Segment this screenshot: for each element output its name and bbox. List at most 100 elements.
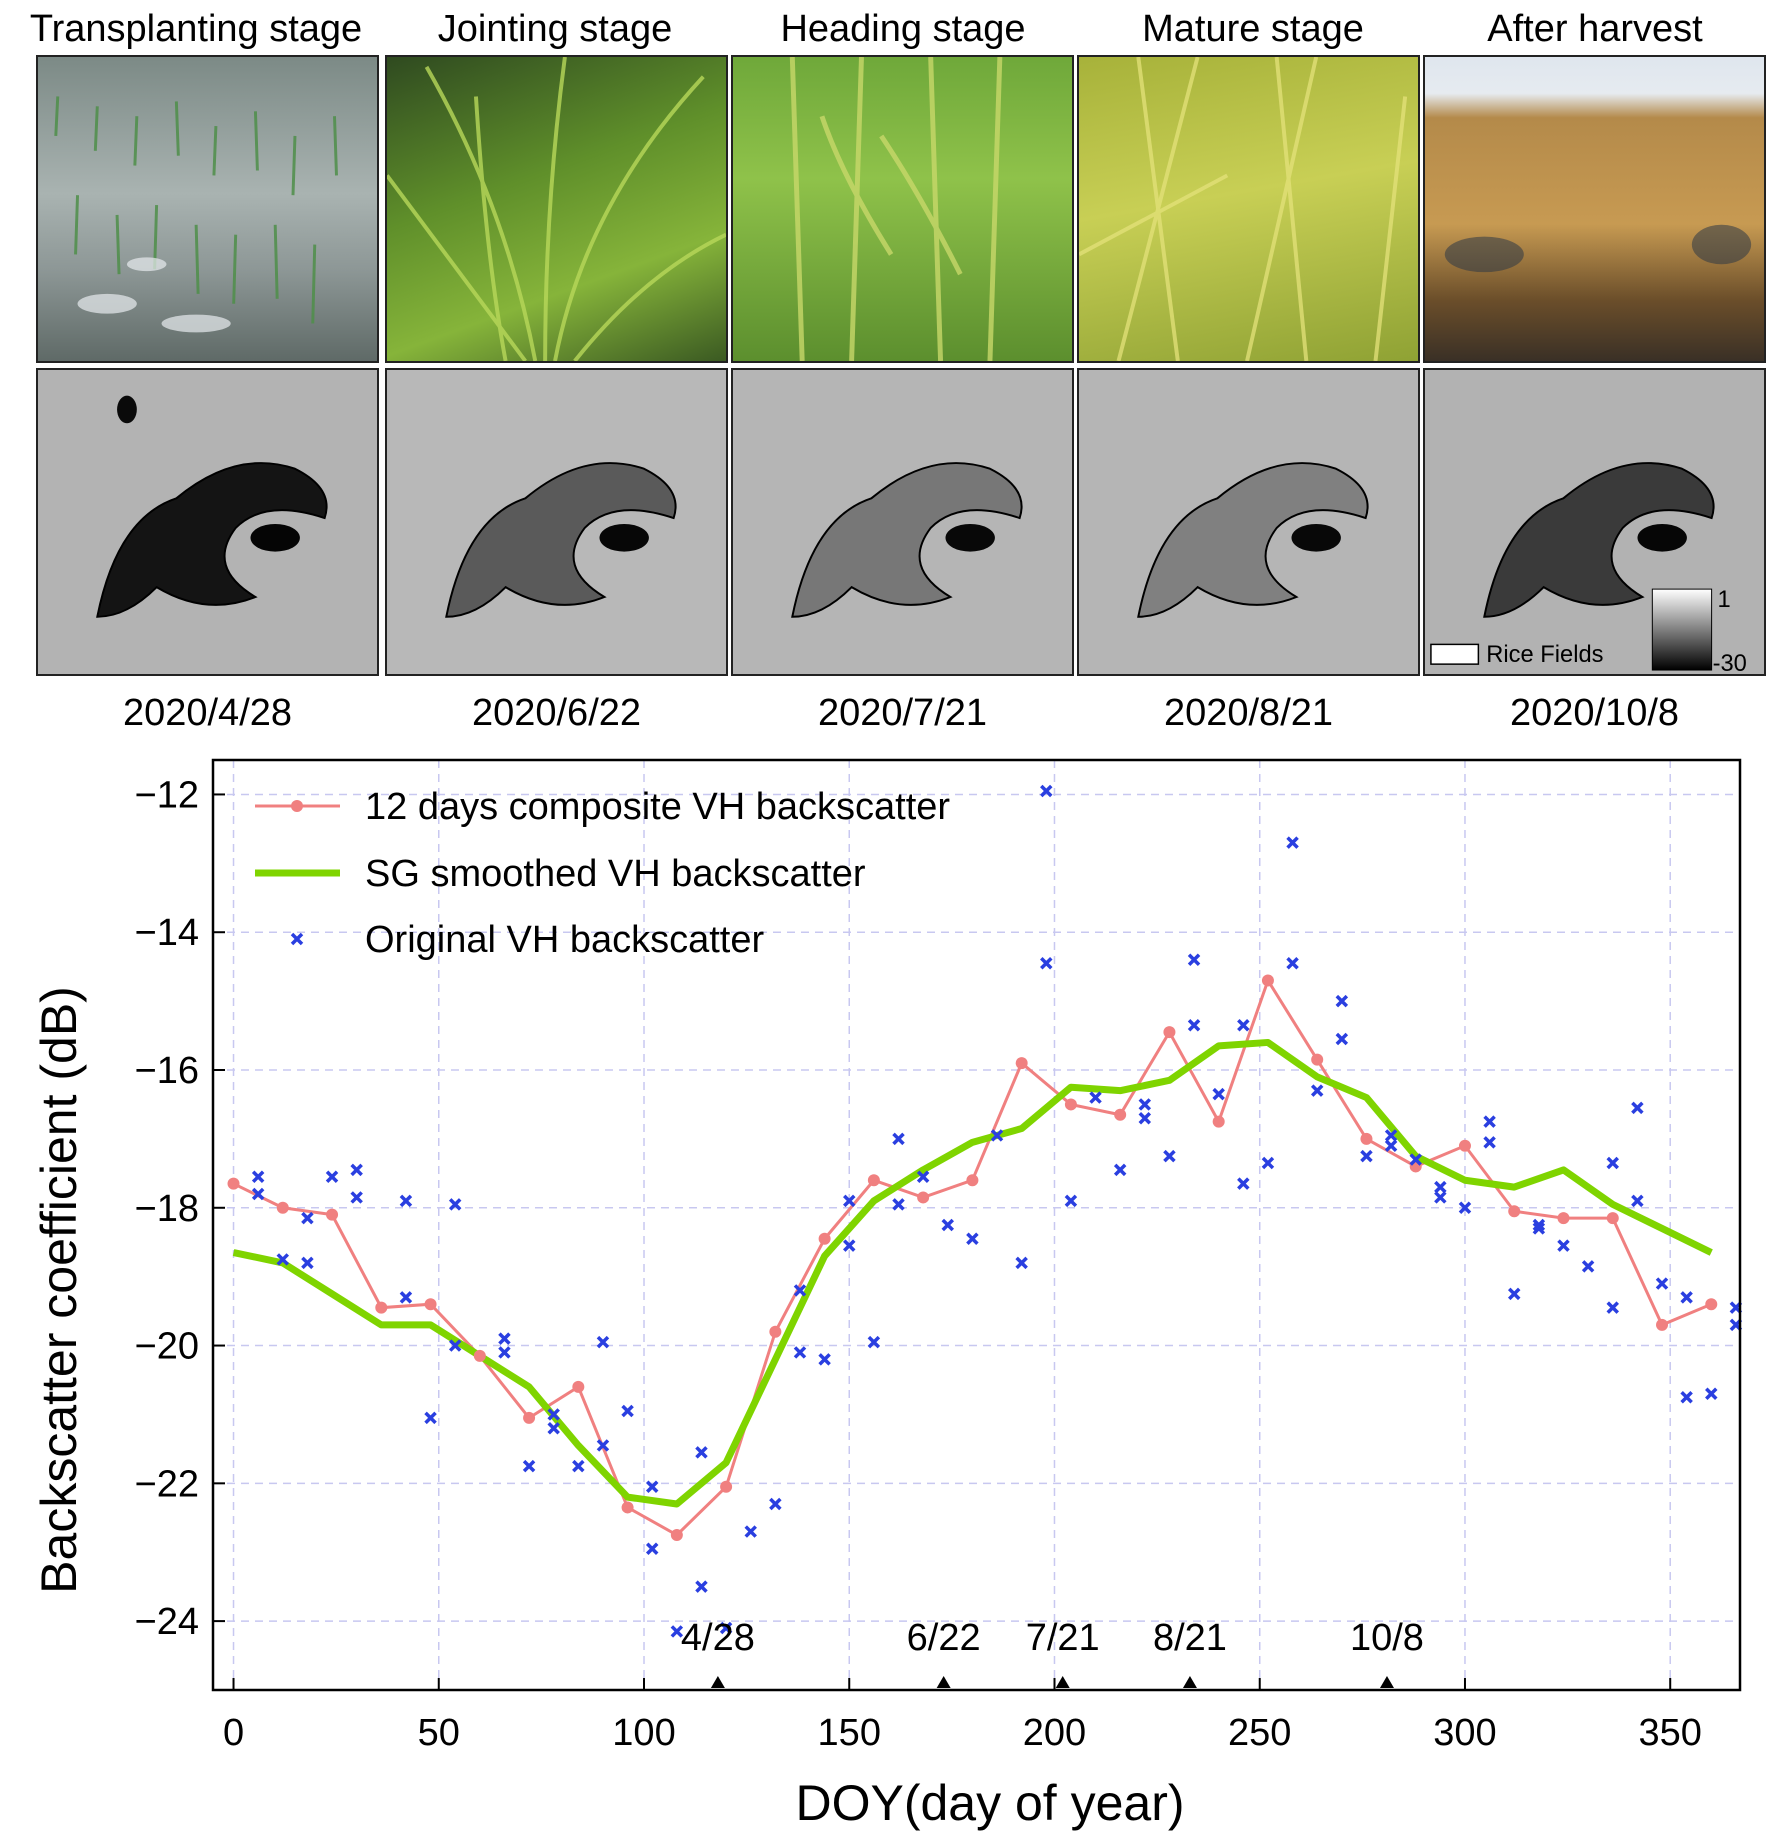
y-tick-label: −20 [135,1326,199,1368]
original-point [1064,1194,1078,1208]
original-point [448,1339,462,1352]
original-point [793,1346,807,1359]
x-tick-label: 50 [418,1712,460,1754]
stage-title-jointing: Jointing stage [437,8,673,50]
composite-point [1114,1108,1127,1121]
leaves-graphic [387,57,726,361]
composite-point [375,1301,388,1314]
original-point [941,1218,955,1232]
original-point [1089,1091,1102,1104]
x-tick-label: 100 [612,1712,675,1754]
composite-point [1163,1026,1176,1039]
date-label-2020-7-21: 2020/7/21 [817,692,988,734]
original-point [1187,1018,1201,1032]
sar-image-2020-10-8: Rice Fields 1 -30 [1423,368,1766,676]
composite-point [473,1349,486,1362]
original-point [1581,1260,1595,1273]
composite-point [1360,1132,1373,1145]
composite-point [227,1177,240,1190]
sar-image-2020-6-22 [385,368,728,676]
original-point [1261,1156,1275,1170]
composite-point [867,1174,880,1187]
y-tick-label: −24 [135,1601,199,1643]
original-point [695,1446,708,1459]
original-point [1631,1101,1644,1115]
composite-point [572,1380,585,1393]
original-point [1458,1201,1472,1215]
stage-annotation-label: 7/21 [1026,1617,1100,1659]
rice-field-mask [1079,370,1418,674]
original-point [424,1411,437,1425]
composite-point [1656,1318,1669,1331]
stage-marker [1379,1676,1394,1688]
original-point [1409,1153,1422,1166]
seedling-rows-graphic [54,96,338,333]
original-point [793,1284,807,1297]
legend-original-marker [290,932,304,946]
original-point [301,1211,314,1225]
date-label-2020-4-28: 2020/4/28 [122,692,293,734]
x-axis-title: DOY(day of year) [795,1775,1184,1831]
original-point [276,1253,290,1266]
original-point [251,1170,265,1184]
stage-annotation-label: 4/28 [681,1617,755,1659]
stage-annotation-label: 8/21 [1153,1617,1227,1659]
original-point [399,1194,413,1208]
series-layer [227,784,1743,1638]
y-tick-label: −16 [135,1050,199,1092]
composite-point [1212,1115,1225,1128]
composite-point [1458,1139,1471,1152]
composite-point [720,1480,733,1493]
composite-point [1311,1053,1324,1066]
original-point [1655,1277,1669,1290]
original-point [1606,1156,1619,1170]
original-point [1705,1387,1718,1401]
original-point [892,1132,905,1146]
composite-point [1064,1098,1077,1111]
original-point [522,1459,536,1473]
axes: 0 50 100 150 200 250 300 350 −24 −22 −20 −18 −16 −14 −… [135,758,1742,1754]
original-point [498,1346,511,1359]
original-point [301,1256,314,1270]
original-point [1163,1149,1176,1163]
sar-colorbar [1651,588,1713,671]
grid [213,760,1740,1690]
rice-fields-legend-label: Rice Fields [1486,642,1603,668]
colorbar-max-label: 1 [1718,587,1731,613]
original-point [1680,1291,1693,1304]
original-point [1237,1177,1250,1190]
original-point [916,1170,930,1184]
rice-field-mask [38,370,377,674]
photo-transplanting [36,55,379,363]
x-tick-label: 200 [1023,1712,1086,1754]
original-point [843,1194,856,1208]
legend-label: SG smoothed VH backscatter [365,853,866,895]
legend: 12 days composite VH backscatter SG smoot… [255,786,950,961]
stage-marker [710,1676,725,1688]
composite-point [621,1501,634,1514]
legend-label: 12 days composite VH backscatter [365,786,950,828]
original-point [448,1198,462,1211]
original-point [251,1187,265,1201]
composite-point [326,1208,339,1221]
date-label-2020-8-21: 2020/8/21 [1163,692,1334,734]
original-point [547,1421,560,1435]
original-point [1212,1087,1225,1101]
original-point [1384,1129,1398,1142]
composite-point [818,1232,831,1245]
original-point [867,1335,881,1349]
x-tick-label: 300 [1433,1712,1496,1754]
original-point [1015,1256,1028,1270]
composite-point [1261,974,1274,987]
original-point [1310,1084,1324,1097]
original-point [1557,1239,1570,1252]
original-point [1335,994,1349,1008]
y-tick-label: −14 [135,912,199,954]
composite-point [1557,1212,1570,1225]
composite-point [1508,1205,1521,1218]
original-point [596,1335,610,1349]
stubble-graphic [1444,224,1752,273]
photo-after-harvest [1423,55,1766,363]
original-point [645,1480,659,1494]
composite-point [424,1298,437,1311]
